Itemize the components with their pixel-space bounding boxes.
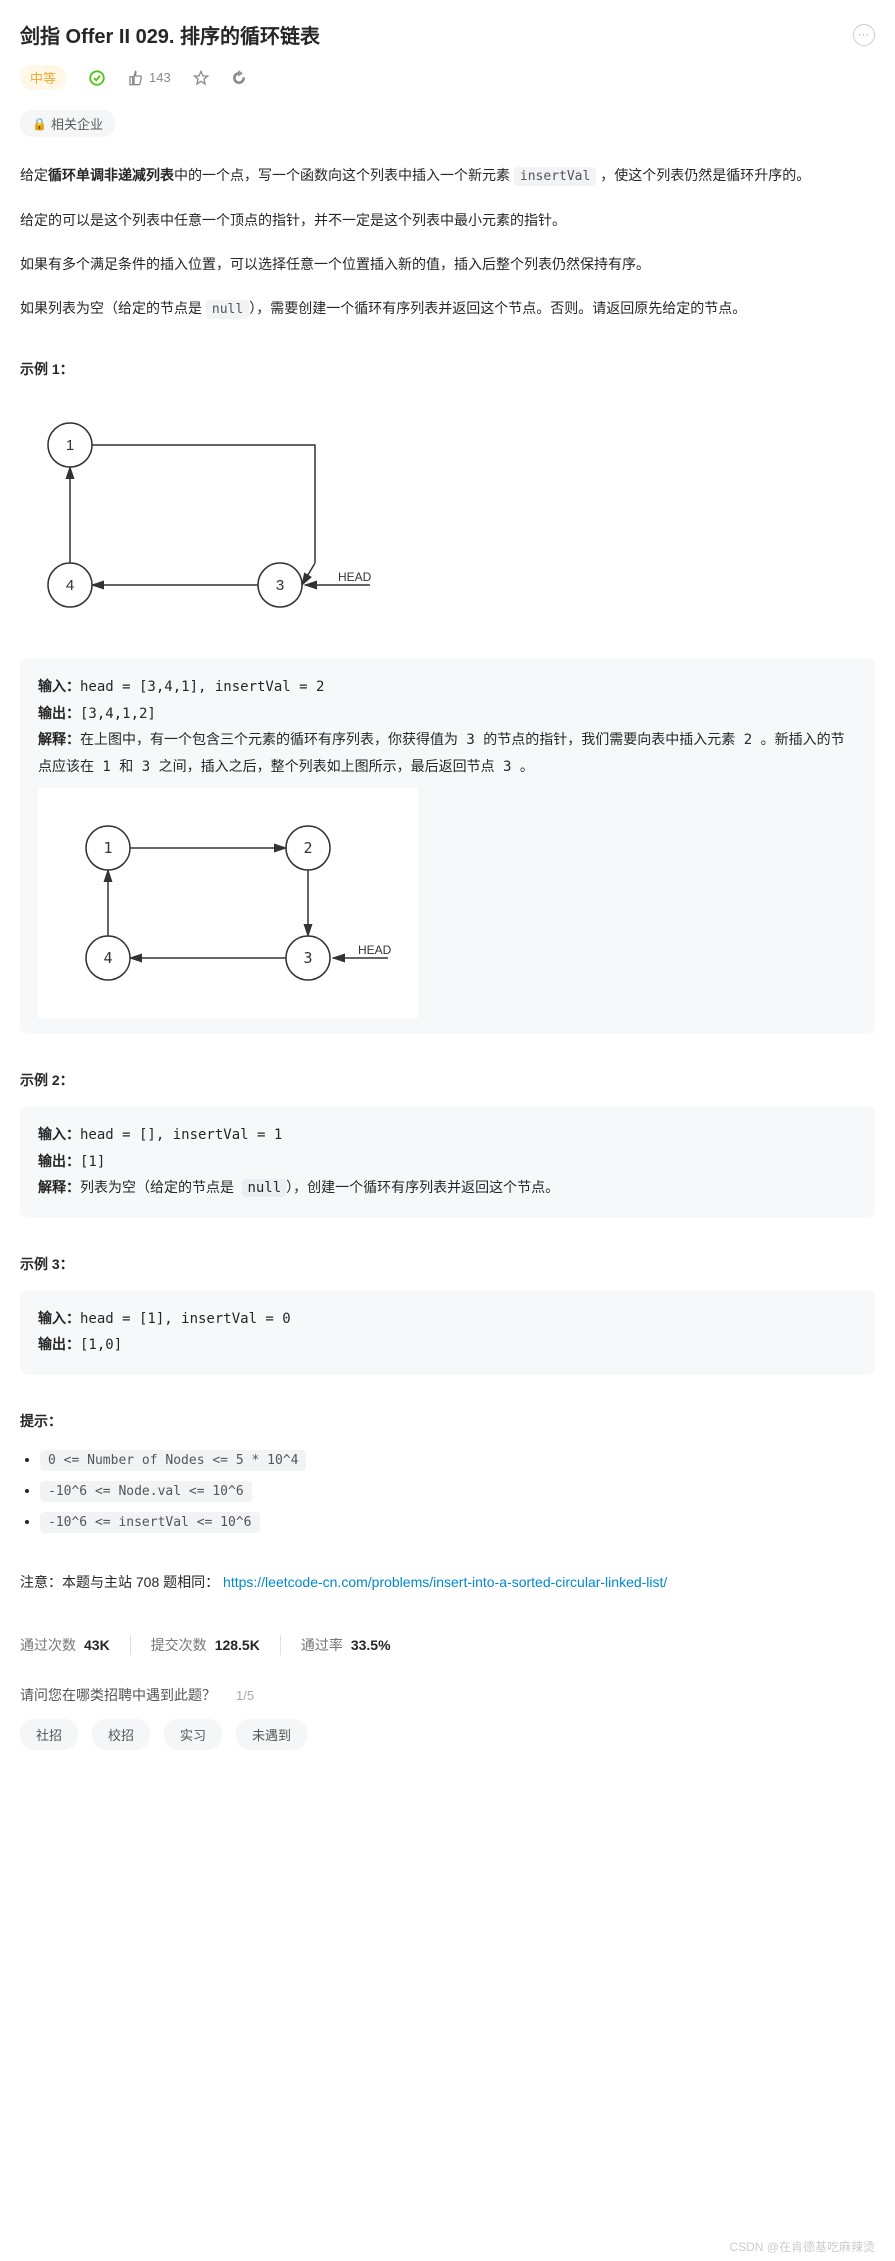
example2-title: 示例 2： bbox=[20, 1070, 875, 1090]
note-link[interactable]: https://leetcode-cn.com/problems/insert-… bbox=[223, 1574, 667, 1590]
example1-title: 示例 1： bbox=[20, 359, 875, 379]
stat-submit-label: 提交次数 bbox=[151, 1637, 207, 1653]
difficulty-badge: 中等 bbox=[20, 65, 66, 90]
survey-page: 1/5 bbox=[236, 1688, 254, 1703]
ex3-output: [1,0] bbox=[80, 1337, 122, 1353]
stat-pass-value: 43K bbox=[84, 1637, 110, 1653]
ex2-input: head = [], insertVal = 1 bbox=[80, 1127, 282, 1143]
share-icon bbox=[231, 70, 247, 86]
diagram-1: HEAD 1 4 3 bbox=[20, 395, 875, 628]
example1-block: 输入：head = [3,4,1], insertVal = 2 输出：[3,4… bbox=[20, 658, 875, 1034]
like-button[interactable]: 143 bbox=[128, 70, 171, 86]
lock-icon: 🔒 bbox=[32, 117, 47, 131]
description-p4: 如果列表为空（给定的节点是 null），需要创建一个循环有序列表并返回这个节点。… bbox=[20, 294, 875, 323]
svg-text:1: 1 bbox=[66, 437, 74, 454]
svg-text:2: 2 bbox=[303, 839, 312, 857]
problem-title: 剑指 Offer II 029. 排序的循环链表 bbox=[20, 20, 320, 49]
ex2-explain-b: ），创建一个循环有序列表并返回这个节点。 bbox=[286, 1180, 559, 1196]
description-p3: 如果有多个满足条件的插入位置，可以选择任意一个位置插入新的值，插入后整个列表仍然… bbox=[20, 250, 875, 278]
svg-text:4: 4 bbox=[103, 949, 112, 967]
stat-pass-label: 通过次数 bbox=[20, 1637, 76, 1653]
svg-text:HEAD: HEAD bbox=[358, 943, 392, 957]
constraints-title: 提示： bbox=[20, 1411, 875, 1431]
constraints-list: 0 <= Number of Nodes <= 5 * 10^4 -10^6 <… bbox=[20, 1451, 875, 1530]
survey-opt-3[interactable]: 未遇到 bbox=[236, 1719, 307, 1750]
ex3-input: head = [1], insertVal = 0 bbox=[80, 1311, 291, 1327]
example3-title: 示例 3： bbox=[20, 1254, 875, 1274]
description-p2: 给定的可以是这个列表中任意一个顶点的指针，并不一定是这个列表中最小元素的指针。 bbox=[20, 206, 875, 234]
svg-text:4: 4 bbox=[66, 577, 74, 594]
code-null: null bbox=[206, 300, 249, 319]
survey-opt-0[interactable]: 社招 bbox=[20, 1719, 78, 1750]
stats-row: 通过次数 43K 提交次数 128.5K 通过率 33.5% bbox=[20, 1635, 875, 1655]
more-icon[interactable]: ⋯ bbox=[853, 24, 875, 46]
favorite-button[interactable] bbox=[193, 70, 209, 86]
thumbs-up-icon bbox=[128, 70, 144, 86]
survey-options: 社招 校招 实习 未遇到 bbox=[20, 1719, 875, 1750]
ex2-explain-a: 列表为空（给定的节点是 bbox=[80, 1180, 242, 1196]
description-p1: 给定循环单调非递减列表中的一个点，写一个函数向这个列表中插入一个新元素 inse… bbox=[20, 161, 875, 190]
note: 注意：本题与主站 708 题相同： https://leetcode-cn.co… bbox=[20, 1570, 875, 1595]
constraint-1: 0 <= Number of Nodes <= 5 * 10^4 bbox=[40, 1450, 306, 1471]
like-count: 143 bbox=[149, 70, 171, 85]
example2-block: 输入：head = [], insertVal = 1 输出：[1] 解释：列表… bbox=[20, 1106, 875, 1218]
ex1-input: head = [3,4,1], insertVal = 2 bbox=[80, 679, 324, 695]
code-insertval: insertVal bbox=[514, 167, 596, 186]
stat-rate-label: 通过率 bbox=[301, 1637, 343, 1653]
constraint-2: -10^6 <= Node.val <= 10^6 bbox=[40, 1481, 252, 1502]
share-button[interactable] bbox=[231, 70, 247, 86]
star-icon bbox=[193, 70, 209, 86]
svg-text:3: 3 bbox=[303, 949, 312, 967]
ex2-code-null: null bbox=[242, 1179, 286, 1197]
ex2-output: [1] bbox=[80, 1154, 105, 1170]
company-tag[interactable]: 🔒 相关企业 bbox=[20, 110, 115, 137]
meta-row: 中等 143 bbox=[20, 65, 875, 90]
svg-text:HEAD: HEAD bbox=[338, 570, 372, 584]
svg-text:3: 3 bbox=[276, 577, 284, 594]
diagram-2: HEAD 1 2 3 4 bbox=[38, 788, 418, 1018]
svg-text:1: 1 bbox=[103, 839, 112, 857]
ex1-output: [3,4,1,2] bbox=[80, 706, 156, 722]
watermark: CSDN @在肯德基吃麻辣烫 bbox=[729, 2238, 875, 2255]
stat-submit-value: 128.5K bbox=[215, 1637, 260, 1653]
ex1-explain: 在上图中，有一个包含三个元素的循环有序列表，你获得值为 3 的节点的指针，我们需… bbox=[38, 732, 845, 775]
survey-question: 请问您在哪类招聘中遇到此题？ bbox=[20, 1685, 216, 1705]
stat-rate-value: 33.5% bbox=[351, 1637, 391, 1653]
check-circle-icon bbox=[88, 69, 106, 87]
example3-block: 输入：head = [1], insertVal = 0 输出：[1,0] bbox=[20, 1290, 875, 1375]
solved-check bbox=[88, 69, 106, 87]
company-tag-label: 相关企业 bbox=[51, 114, 103, 133]
constraint-3: -10^6 <= insertVal <= 10^6 bbox=[40, 1512, 260, 1533]
survey-opt-2[interactable]: 实习 bbox=[164, 1719, 222, 1750]
survey-opt-1[interactable]: 校招 bbox=[92, 1719, 150, 1750]
